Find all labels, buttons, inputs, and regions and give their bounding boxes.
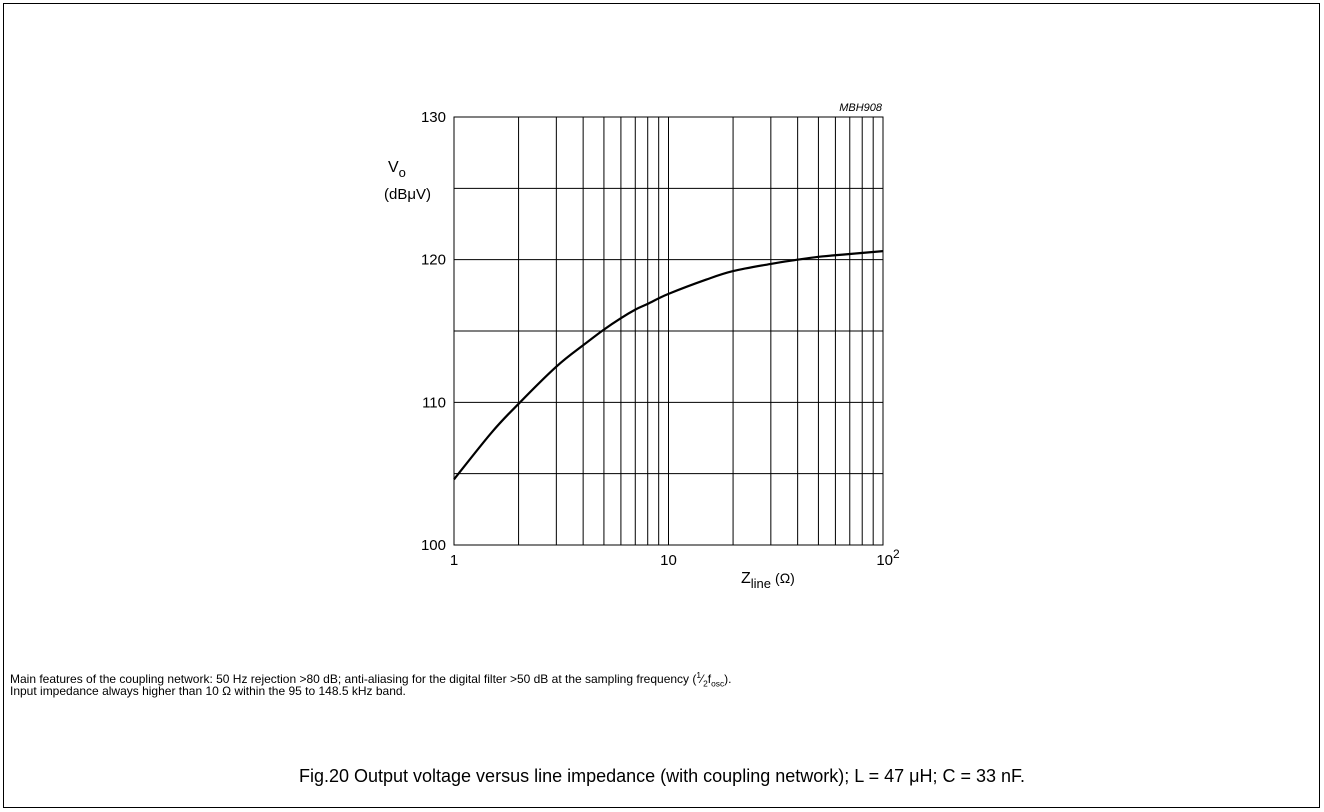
y-tick-label: 110 <box>422 394 446 411</box>
x-tick-label: 1 <box>450 552 458 569</box>
chart-grid <box>453 116 884 546</box>
note-line-2: Input impedance always higher than 10 Ω … <box>10 684 406 698</box>
figure-frame <box>3 3 1320 808</box>
y-tick-label: 100 <box>421 537 446 554</box>
y-tick-label: 120 <box>421 252 446 269</box>
chart-code: MBH908 <box>839 102 883 114</box>
series-line <box>453 250 884 481</box>
chart-series <box>453 250 884 481</box>
y-axis-label-unit: (dBμV) <box>384 186 431 203</box>
x-tick-label: 10 <box>660 552 677 569</box>
x-axis-label: Zline (Ω) <box>741 570 795 591</box>
figure-caption: Fig.20 Output voltage versus line impeda… <box>298 766 1026 786</box>
note-line-1: Main features of the coupling network: 5… <box>10 670 732 689</box>
y-tick-label: 130 <box>421 109 446 126</box>
x-tick-label: 102 <box>876 547 900 569</box>
y-axis-label-main: Vo <box>388 159 406 180</box>
